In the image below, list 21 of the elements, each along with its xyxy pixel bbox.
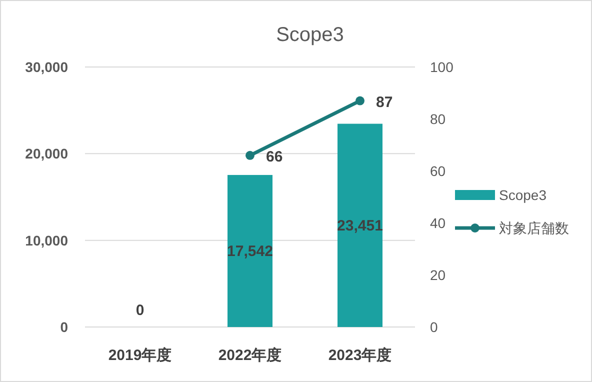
y2-tick-label: 20 [430,267,446,283]
y-tick-label: 30,000 [25,59,68,75]
data-label: 87 [376,94,393,111]
y2-tick-label: 0 [430,319,438,335]
legend-label: 対象店舗数 [499,220,569,236]
y2-tick-label: 80 [430,111,446,127]
x-tick-label: 2023年度 [328,346,392,364]
chart-title: Scope3 [276,24,344,46]
y-tick-label: 10,000 [25,232,68,248]
x-tick-label: 2022年度 [218,346,282,364]
x-tick-label: 2019年度 [108,346,172,364]
y2-tick-label: 60 [430,163,446,179]
y2-tick-label: 40 [430,215,446,231]
data-label: 23,451 [337,217,383,234]
data-label: 0 [136,302,144,319]
y-tick-label: 0 [60,319,68,335]
data-label: 66 [266,148,283,166]
data-label: 17,542 [227,242,273,260]
y2-tick-label: 100 [430,59,454,75]
y-tick-label: 20,000 [25,146,68,162]
legend-label: Scope3 [499,187,547,203]
